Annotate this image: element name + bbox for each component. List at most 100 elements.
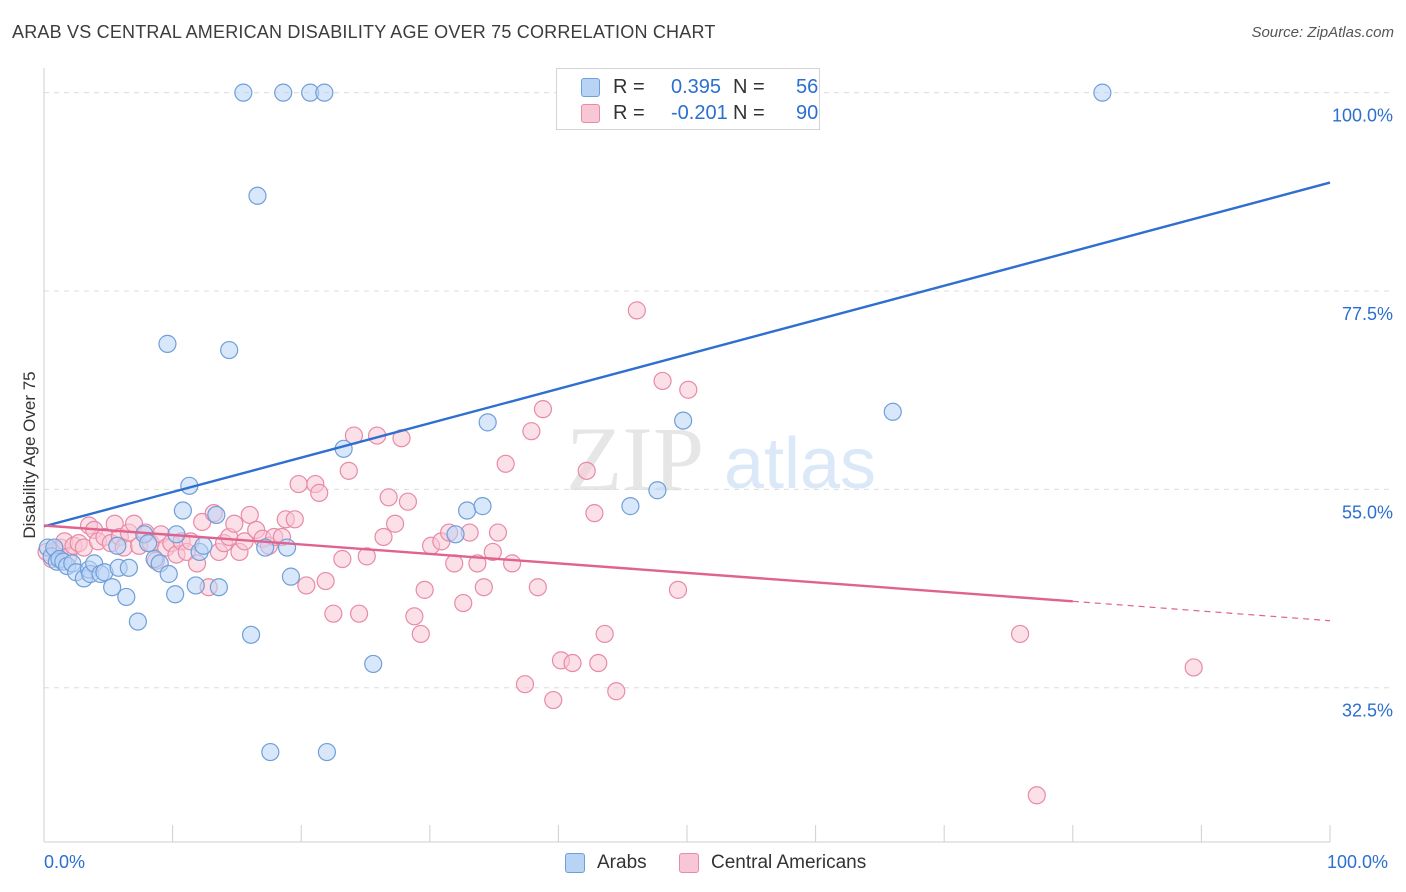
series-legend: Arabs Central Americans	[565, 852, 885, 876]
central-americans-point	[1027, 786, 1046, 805]
central-americans-point	[316, 571, 335, 591]
central-americans-point	[385, 514, 405, 533]
central-americans-point	[496, 454, 515, 473]
arabs-point	[207, 505, 226, 525]
arabs-point	[159, 564, 178, 584]
arabs-point	[261, 742, 280, 762]
arabs-point	[220, 340, 239, 360]
arabs-point	[648, 481, 667, 500]
arabs-point	[173, 501, 192, 520]
axes	[43, 68, 1331, 843]
legend-swatch-central-americans	[581, 104, 600, 123]
central-americans-point	[577, 461, 596, 480]
zipatlas-watermark: ZIP atlas	[566, 408, 876, 510]
central-americans-point	[285, 510, 304, 529]
arabs-trend-line	[43, 181, 1331, 528]
central-americans-point	[468, 554, 487, 573]
central-americans-point	[503, 554, 522, 573]
arabs-point	[478, 413, 497, 432]
arabs-point	[119, 558, 138, 577]
legend-n-label: N =	[733, 101, 765, 124]
central-americans-point	[310, 483, 329, 502]
central-americans-point	[411, 624, 430, 644]
arabs-point	[317, 742, 337, 762]
arabs-point	[457, 501, 477, 520]
arabs-point	[117, 587, 136, 607]
central-americans-point	[339, 461, 358, 480]
central-americans-point	[528, 578, 547, 597]
central-americans-point	[405, 607, 424, 626]
central-americans-points	[37, 301, 1203, 805]
y-axis-label: Disability Age Over 75	[20, 371, 39, 539]
central-americans-point	[589, 653, 608, 673]
central-americans-point	[374, 527, 393, 547]
central-americans-point	[544, 690, 563, 710]
arabs-point	[241, 625, 261, 644]
arabs-point	[194, 536, 213, 555]
arabs-point	[166, 585, 185, 604]
legend-n-value: 56	[796, 75, 819, 98]
x-tick-label-max: 100.0%	[1327, 852, 1389, 872]
central-americans-point	[445, 554, 464, 573]
central-americans-point	[357, 547, 376, 566]
central-americans-point	[474, 578, 493, 597]
arabs-point	[883, 402, 902, 421]
central-americans-point	[653, 371, 672, 391]
central-americans-point	[515, 675, 535, 694]
arabs-point	[315, 83, 334, 102]
legend-r-label: R =	[613, 75, 645, 98]
central-americans-point	[415, 580, 434, 599]
central-americans-point	[483, 542, 502, 562]
legend-n-label: N =	[733, 75, 765, 98]
legend-r-value: 0.395	[671, 75, 722, 98]
arabs-point	[473, 497, 492, 516]
legend-swatch-arabs	[581, 78, 600, 97]
trend-lines	[43, 181, 1331, 622]
arabs-point	[248, 186, 267, 205]
arabs-point	[234, 83, 253, 102]
central-americans-point	[297, 576, 316, 595]
central-americans-point	[595, 624, 614, 644]
watermark-atlas: atlas	[724, 424, 876, 504]
central-americans-point	[668, 580, 688, 599]
y-tick-labels: 32.5% 55.0% 77.5% 100.0%	[1332, 106, 1393, 721]
arabs-point	[446, 525, 465, 544]
y-tick-label: 32.5%	[1342, 701, 1393, 721]
arabs-point	[621, 497, 640, 516]
y-tick-label: 100.0%	[1332, 106, 1393, 126]
central-americans-point	[398, 492, 418, 511]
central-americans-point	[379, 488, 398, 507]
series-swatch-arabs	[565, 853, 585, 873]
central-americans-point	[627, 301, 646, 320]
grid-lines	[44, 92, 1392, 689]
central-americans-point	[454, 593, 473, 613]
source-credit: Source: ZipAtlas.com	[1251, 24, 1394, 41]
central-americans-point	[488, 523, 508, 542]
arabs-point	[281, 567, 301, 586]
legend-n-value: 90	[796, 101, 819, 124]
central-americans-point	[679, 380, 698, 399]
central-americans-point	[563, 653, 582, 673]
arabs-point	[108, 536, 127, 555]
central-americans-trend-extension	[1072, 600, 1331, 622]
y-tick-label: 77.5%	[1342, 304, 1393, 324]
central-americans-point	[522, 422, 541, 441]
arabs-point	[103, 578, 122, 597]
arabs-point	[158, 334, 177, 353]
legend-r-label: R =	[613, 101, 645, 124]
central-americans-trend-line	[43, 524, 1073, 603]
central-americans-point	[1184, 658, 1203, 677]
central-americans-point	[533, 400, 553, 419]
central-americans-point	[289, 474, 308, 494]
series-label-central-americans: Central Americans	[711, 852, 867, 873]
arabs-point	[1093, 83, 1112, 102]
chart-title: ARAB VS CENTRAL AMERICAN DISABILITY AGE …	[12, 22, 716, 42]
arabs-point	[277, 538, 297, 557]
arabs-point	[364, 654, 383, 674]
arabs-point	[674, 411, 693, 430]
central-americans-point	[240, 505, 259, 525]
x-tick-label-min: 0.0%	[44, 852, 86, 872]
central-americans-point	[349, 604, 369, 623]
arabs-point	[186, 576, 205, 595]
